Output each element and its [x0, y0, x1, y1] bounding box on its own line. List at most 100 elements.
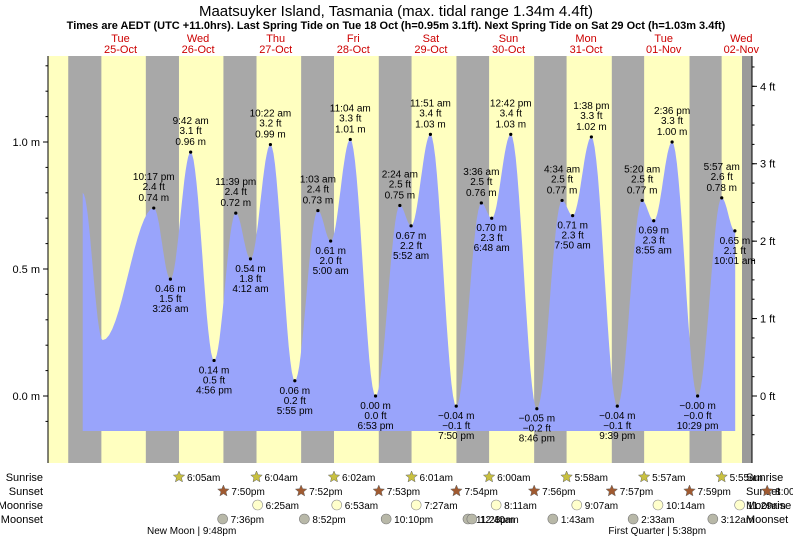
tide-height-ft: 2.5 ft: [470, 177, 492, 188]
tide-point: [316, 208, 320, 213]
tide-height-m: 0.61 m: [315, 246, 346, 257]
tide-height-m: 1.00 m: [657, 127, 688, 138]
sunset-icon: [683, 484, 696, 497]
moonrise-time: 10:14am: [666, 501, 705, 512]
moonrise-icon: [734, 499, 745, 511]
moon-phase-label: First Quarter | 5:38pm: [608, 526, 706, 537]
tide-height-ft: 2.4 ft: [307, 185, 329, 196]
tide-height-m: 1.03 m: [495, 119, 526, 130]
tide-height-m: 0.71 m: [557, 221, 588, 232]
tide-height-m: 0.99 m: [255, 130, 286, 141]
right-tick-label: 4 ft: [760, 81, 775, 93]
sunset-icon: [760, 484, 774, 497]
tide-height-m: 0.77 m: [547, 185, 578, 196]
sunrise-time: 6:01am: [420, 473, 453, 484]
sunrise-time: 6:05am: [187, 473, 220, 484]
day-date: 26-Oct: [182, 44, 215, 56]
moonrise-time: 7:27am: [424, 501, 457, 512]
moonset-time: 3:12am: [721, 515, 754, 526]
right-tick-label: 1 ft: [760, 314, 775, 326]
tide-height-ft: −0.2 ft: [523, 424, 551, 435]
tide-height-ft: 2.6 ft: [711, 172, 733, 183]
day-name: Wed: [730, 33, 752, 45]
tide-height-m: 0.67 m: [396, 231, 427, 242]
sunset-icon: [605, 484, 619, 497]
tide-point: [234, 211, 238, 215]
left-tick-label: 0.5 m: [12, 264, 40, 276]
sunset-time: 7:53pm: [387, 487, 420, 498]
tide-point: [560, 198, 564, 203]
tide-time: 5:55 pm: [277, 406, 313, 417]
sunset-icon: [217, 484, 230, 497]
tide-height-ft: 3.1 ft: [180, 126, 202, 137]
tide-height-ft: 3.4 ft: [419, 108, 441, 119]
sunset-time: 8:00pm: [775, 487, 793, 498]
moonset-time: 8:52pm: [312, 515, 345, 526]
tide-time: 3:36 am: [463, 167, 499, 178]
tide-point: [152, 206, 156, 210]
moonset-icon: [547, 513, 559, 525]
sunrise-icon: [482, 470, 496, 483]
sunset-time: 7:52pm: [309, 487, 342, 498]
tide-height-ft: 3.4 ft: [500, 108, 522, 119]
right-tick-label: 0 ft: [760, 391, 775, 403]
day-headers: Tue25-OctWed26-OctThu27-OctFri28-OctSat2…: [104, 33, 760, 56]
moonrise-row-label-left: Moonrise: [0, 500, 43, 512]
sunrise-icon: [172, 470, 186, 483]
day-date: 25-Oct: [104, 44, 137, 56]
sunset-row-label-left: Sunset: [9, 486, 43, 498]
moonrise-icon: [571, 499, 583, 511]
tide-point: [535, 407, 539, 411]
sunset-icon: [527, 484, 541, 497]
tide-height-ft: −0.1 ft: [442, 421, 470, 432]
tide-time: 10:22 am: [250, 109, 292, 120]
day-date: 29-Oct: [414, 44, 447, 56]
sunset-icon: [372, 484, 386, 497]
tide-height-m: −0.05 m: [519, 414, 555, 425]
tide-point: [409, 224, 413, 228]
sunrise-time: 5:57am: [652, 473, 685, 484]
tide-height-m: 0.72 m: [220, 198, 251, 209]
sunset-time: 7:59pm: [698, 487, 731, 498]
day-date: 27-Oct: [259, 44, 292, 56]
sunset-icon: [450, 484, 463, 497]
tide-height-ft: 2.1 ft: [724, 246, 746, 257]
tide-point: [720, 196, 724, 200]
right-axis-feet: 0 ft 1 ft 2 ft 3 ft 4 ft: [742, 56, 775, 463]
tide-height-ft: 2.4 ft: [225, 187, 247, 198]
sunrise-time: 6:00am: [497, 473, 530, 484]
sunrise-icon: [715, 470, 728, 483]
tide-height-ft: 2.3 ft: [643, 236, 665, 247]
moonset-icon: [299, 513, 310, 525]
tide-point: [571, 214, 575, 218]
sunrise-icon: [637, 470, 651, 483]
right-axis-strip: [742, 56, 752, 463]
tide-point: [615, 404, 619, 408]
moonrise-time: 8:11am: [504, 501, 537, 512]
moonrise-time: 6:53am: [345, 501, 378, 512]
tide-height-m: 0.78 m: [706, 183, 737, 194]
tide-curve-area: [82, 134, 736, 431]
sunset-time: 7:57pm: [620, 487, 653, 498]
tide-height-m: −0.04 m: [438, 411, 474, 422]
day-date: 01-Nov: [646, 44, 682, 56]
tide-height-m: 1.03 m: [415, 119, 446, 130]
tide-time: 11:39 pm: [215, 177, 256, 188]
day-name: Tue: [111, 33, 130, 45]
day-name: Sat: [423, 33, 440, 45]
tide-point: [293, 379, 297, 383]
sunrise-icon: [405, 470, 418, 483]
tide-point: [329, 239, 333, 243]
tide-time: 3:26 am: [152, 304, 188, 315]
tide-point: [695, 394, 700, 398]
sunrise-row-label-left: Sunrise: [6, 472, 43, 484]
tide-point: [373, 394, 378, 398]
tide-height-m: −0.04 m: [599, 411, 635, 422]
tide-time: 8:46 pm: [519, 434, 555, 445]
right-tick-label: 3 ft: [760, 159, 775, 171]
tide-time: 1:03 am: [300, 175, 336, 186]
tide-time: 5:52 am: [393, 251, 429, 262]
chart-subtitle: Times are AEDT (UTC +11.0hrs). Last Spri…: [67, 20, 726, 32]
tide-height-m: 0.70 m: [476, 223, 507, 234]
